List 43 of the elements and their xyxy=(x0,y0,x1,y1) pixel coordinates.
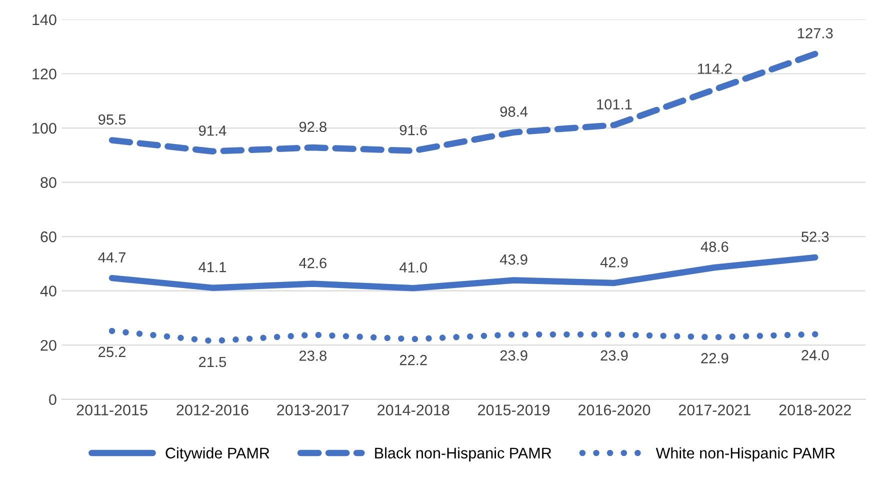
data-label: 98.4 xyxy=(500,106,528,117)
data-label: 127.3 xyxy=(798,28,833,38)
data-label: 91.4 xyxy=(198,125,226,136)
data-label: 22.9 xyxy=(701,353,728,364)
x-tick-label: 2017-2021 xyxy=(678,404,750,416)
data-label: 101.1 xyxy=(597,99,632,110)
legend-label: Citywide PAMR xyxy=(166,447,270,462)
x-tick-label: 2014-2018 xyxy=(378,404,450,416)
data-label: 44.7 xyxy=(98,252,126,262)
data-label: 24.0 xyxy=(802,350,829,360)
x-tick-label: 2018-2022 xyxy=(779,404,851,416)
data-label: 21.5 xyxy=(199,356,226,368)
x-tick-label: 2016-2020 xyxy=(578,404,650,416)
y-tick-label: 60 xyxy=(40,231,56,242)
legend-label: White non-Hispanic PAMR xyxy=(656,447,835,462)
data-label: 52.3 xyxy=(802,232,829,242)
y-tick-label: 0 xyxy=(49,394,56,406)
data-label: 42.6 xyxy=(299,258,326,268)
data-label: 23.9 xyxy=(600,350,628,361)
y-tick-label: 80 xyxy=(40,177,56,188)
data-label: 91.6 xyxy=(400,124,427,136)
data-label: 22.2 xyxy=(400,354,427,366)
data-label: 43.9 xyxy=(500,254,528,265)
data-label: 42.9 xyxy=(600,257,628,268)
y-tick-label: 120 xyxy=(32,68,56,80)
data-label: 41.0 xyxy=(400,262,427,273)
x-tick-label: 2015-2019 xyxy=(478,404,550,416)
y-tick-label: 100 xyxy=(32,122,56,134)
y-tick-label: 20 xyxy=(40,340,56,351)
x-tick-label: 2013-2017 xyxy=(277,404,349,416)
data-label: 41.1 xyxy=(198,262,226,272)
data-label: 48.6 xyxy=(700,242,728,252)
data-label: 95.5 xyxy=(98,114,126,125)
data-label: 92.8 xyxy=(299,122,326,132)
data-label: 114.2 xyxy=(698,64,732,74)
x-tick-label: 2012-2016 xyxy=(176,404,248,416)
y-tick-label: 40 xyxy=(40,286,56,296)
data-label: 23.9 xyxy=(500,350,528,361)
y-tick-label: 140 xyxy=(32,14,56,26)
data-label: 25.2 xyxy=(98,346,126,358)
legend-label: Black non-Hispanic PAMR xyxy=(375,447,552,462)
data-label: 23.8 xyxy=(299,350,326,361)
x-tick-label: 2011-2015 xyxy=(76,404,148,416)
